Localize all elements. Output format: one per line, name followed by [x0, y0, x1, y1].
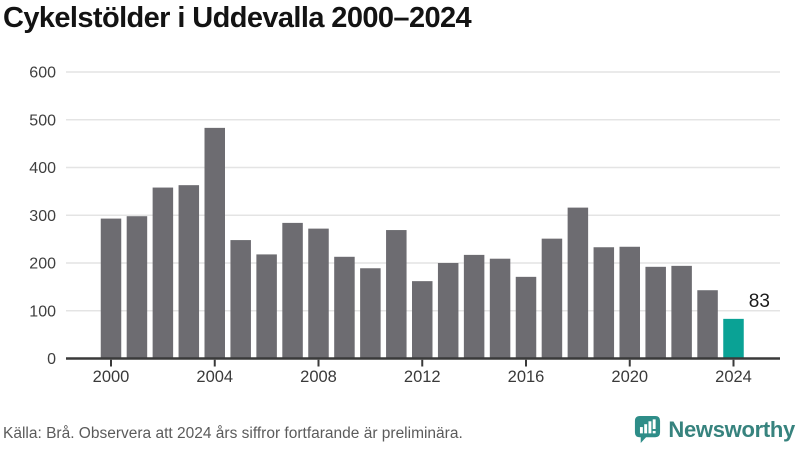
bar-2014: [463, 254, 485, 359]
x-axis: 2000 2004 2008 2012 2016 2020 2024: [66, 357, 780, 386]
bar-2013: [437, 263, 459, 359]
bar-2019: [593, 247, 615, 359]
x-tick-label-2008: 2008: [300, 368, 337, 386]
bar-2011: [386, 230, 407, 359]
bar-2023: [697, 290, 718, 359]
bar-2018: [567, 207, 589, 359]
bar-2008: [308, 228, 329, 359]
x-tick-label-2004: 2004: [196, 368, 233, 386]
bar-2002: [152, 187, 174, 359]
bar-2001: [126, 216, 148, 359]
bar-2004: [204, 127, 225, 359]
y-tick-label-600: 600: [29, 65, 56, 82]
y-tick-label-0: 0: [47, 351, 56, 368]
y-tick-label-400: 400: [29, 160, 56, 177]
source-note: Källa: Brå. Observera att 2024 års siffr…: [3, 425, 463, 442]
chart-title: Cykelstölder i Uddevalla 2000–2024: [3, 2, 472, 34]
bar-2006: [256, 254, 277, 359]
newsworthy-logo: Newsworthy: [633, 414, 795, 445]
bar-2020: [619, 246, 640, 359]
bar-2010: [360, 268, 381, 359]
newsworthy-logo-text: Newsworthy: [668, 416, 795, 442]
y-tick-label-100: 100: [29, 303, 56, 320]
y-axis-labels: 0 100 200 300 400 500 600: [29, 65, 56, 369]
bar-2003: [178, 185, 200, 359]
x-tick-label-2000: 2000: [93, 368, 130, 386]
x-tick-label-2020: 2020: [611, 368, 648, 386]
y-tick-label-500: 500: [29, 112, 56, 129]
bar-2024: [723, 318, 744, 359]
x-tick-label-2016: 2016: [508, 368, 545, 386]
bar-2017: [541, 238, 563, 359]
bars: [100, 127, 744, 359]
x-tick-label-2012: 2012: [404, 368, 441, 386]
bar-2022: [671, 265, 692, 359]
bar-2000: [100, 218, 122, 359]
bar-2015: [489, 258, 511, 359]
x-tick-label-2024: 2024: [715, 368, 752, 386]
bar-value-label: 83: [749, 291, 770, 312]
bar-2005: [230, 240, 251, 359]
bar-2021: [645, 266, 666, 359]
y-tick-label-200: 200: [29, 256, 56, 273]
bar-2009: [334, 256, 355, 359]
newsworthy-logo-icon: [633, 414, 662, 445]
bar-2007: [282, 222, 303, 359]
y-tick-label-300: 300: [29, 208, 56, 225]
bar-2016: [515, 276, 537, 359]
bar-2012: [412, 281, 433, 359]
